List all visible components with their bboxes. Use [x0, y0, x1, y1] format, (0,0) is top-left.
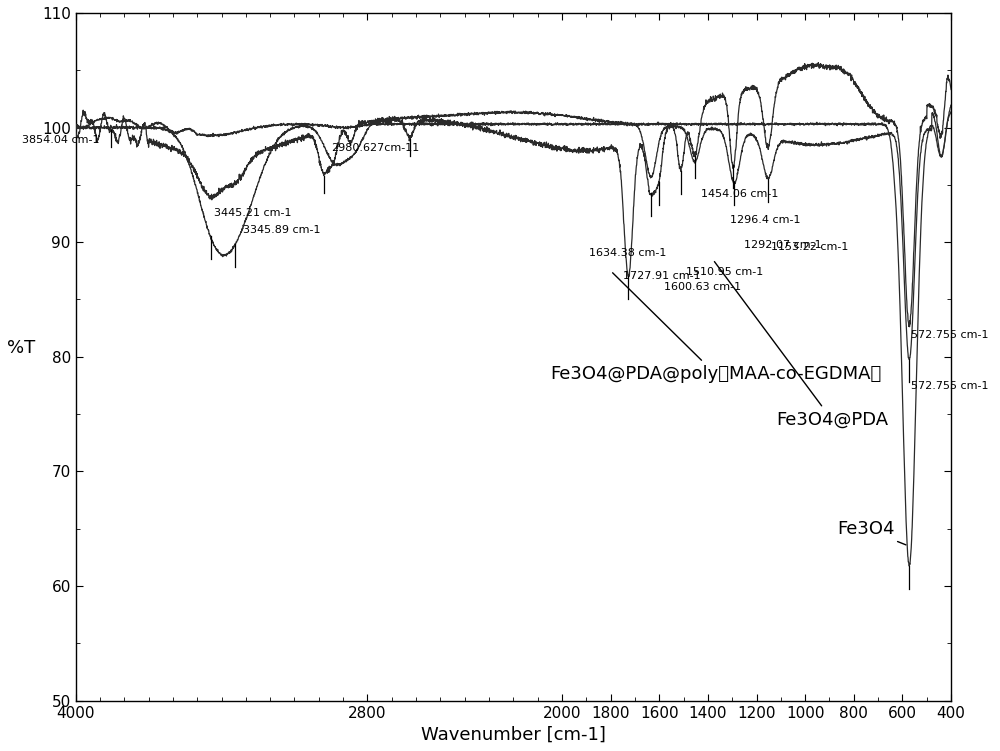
X-axis label: Wavenumber [cm-1]: Wavenumber [cm-1]	[421, 726, 606, 744]
Text: 1153.22 cm-1: 1153.22 cm-1	[771, 242, 849, 252]
Text: 1454.06 cm-1: 1454.06 cm-1	[701, 189, 778, 198]
Text: Fe3O4@PDA: Fe3O4@PDA	[714, 261, 888, 429]
Text: Fe3O4@PDA@poly（MAA-co-EGDMA）: Fe3O4@PDA@poly（MAA-co-EGDMA）	[550, 273, 881, 383]
Text: 1727.91 cm-1: 1727.91 cm-1	[623, 271, 700, 281]
Text: 3854.04 cm-1: 3854.04 cm-1	[22, 134, 100, 145]
Text: 572.755 cm-1: 572.755 cm-1	[911, 330, 988, 339]
Text: 3345.89 cm-1: 3345.89 cm-1	[243, 225, 321, 235]
Text: 1292.07 cm-1: 1292.07 cm-1	[744, 240, 822, 250]
Text: 1510.95 cm-1: 1510.95 cm-1	[686, 267, 763, 277]
Text: 2980.627cm-11: 2980.627cm-11	[331, 143, 419, 152]
Text: 1296.4 cm-1: 1296.4 cm-1	[730, 215, 800, 225]
Text: 3445.21 cm-1: 3445.21 cm-1	[214, 208, 292, 218]
Text: 572.755 cm-1: 572.755 cm-1	[911, 382, 988, 391]
Text: 1634.38 cm-1: 1634.38 cm-1	[589, 248, 667, 258]
Y-axis label: %T: %T	[7, 339, 35, 357]
Text: Fe3O4: Fe3O4	[837, 520, 906, 545]
Text: 1600.63 cm-1: 1600.63 cm-1	[664, 282, 741, 292]
